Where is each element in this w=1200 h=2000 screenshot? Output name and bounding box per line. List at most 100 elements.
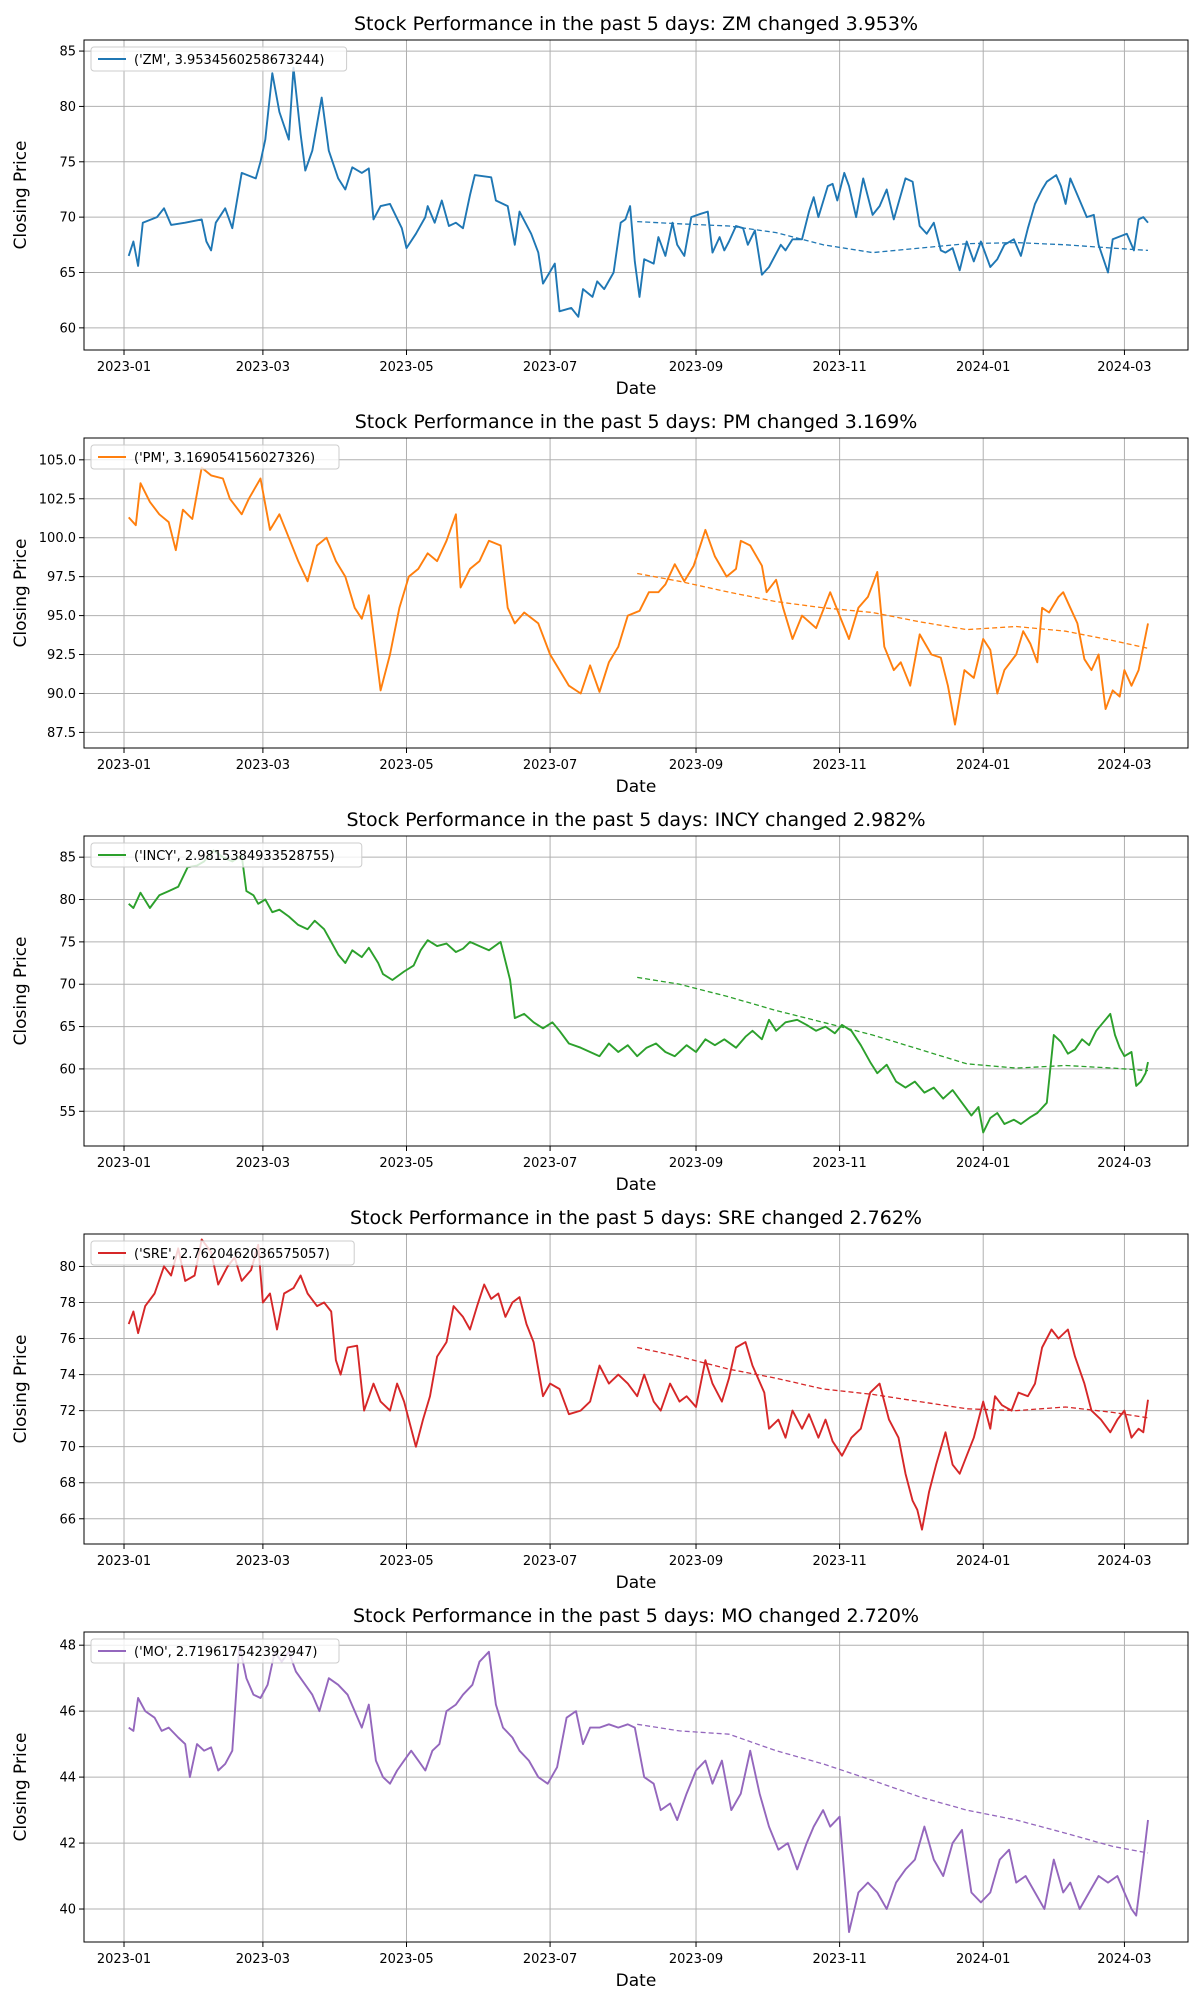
x-tick-label: 2024-03	[1097, 1952, 1151, 1967]
x-tick-label: 2023-07	[523, 1156, 577, 1171]
x-tick-label: 2023-05	[379, 360, 433, 375]
x-tick-label: 2023-09	[669, 1156, 723, 1171]
trend-line	[637, 572, 1149, 649]
y-tick-label: 40	[59, 1903, 76, 1918]
x-tick-label: 2023-09	[669, 1554, 723, 1569]
legend-label: ('ZM', 3.9534560258673244)	[134, 53, 324, 68]
trend-line	[637, 1346, 1149, 1419]
y-tick-label: 42	[59, 1837, 76, 1852]
y-tick-label: 90.0	[47, 687, 76, 702]
chart-panel-3: 2023-01 2023-03 2023-05 2023-07 2023-09 2023-…	[11, 809, 1189, 1195]
price-line	[128, 849, 1149, 1134]
x-axis-label: Date	[616, 379, 657, 399]
x-tick-label: 2024-01	[956, 1952, 1010, 1967]
y-tick-label: 105.0	[39, 453, 76, 468]
legend: ('PM', 3.169054156027326)	[90, 444, 340, 470]
x-axis-label: Date	[616, 1573, 657, 1593]
y-tick-label: 95.0	[47, 609, 76, 624]
y-axis-label: Closing Price	[11, 1334, 31, 1443]
trend-line	[637, 976, 1149, 1072]
legend-box	[90, 444, 340, 470]
x-tick-label: 2023-05	[379, 758, 433, 773]
x-tick-label: 2023-01	[97, 1952, 151, 1967]
price-line	[127, 466, 1149, 726]
y-tick-label: 100.0	[39, 531, 76, 546]
price-line	[128, 1644, 1149, 1934]
plot-frame	[83, 39, 1189, 351]
y-tick-label: 72	[59, 1404, 76, 1419]
price-line	[127, 1238, 1149, 1531]
y-axis-label: Closing Price	[11, 538, 31, 647]
y-tick-label: 48	[59, 1639, 76, 1654]
legend-box	[90, 842, 363, 868]
x-tick-label: 2023-05	[379, 1554, 433, 1569]
x-tick-label: 2023-03	[236, 1952, 290, 1967]
plot-frame	[83, 1631, 1189, 1943]
y-tick-label: 66	[59, 1512, 76, 1527]
x-tick-label: 2023-03	[236, 1156, 290, 1171]
x-tick-label: 2023-09	[669, 758, 723, 773]
legend-label: ('SRE', 2.7620462036575057)	[134, 1247, 330, 1262]
legend-box	[90, 1638, 340, 1664]
x-tick-label: 2023-03	[236, 758, 290, 773]
legend-label: ('INCY', 2.9815384933528755)	[134, 849, 335, 864]
y-tick-label: 70	[59, 211, 76, 226]
x-tick-label: 2024-03	[1097, 1554, 1151, 1569]
y-tick-label: 65	[59, 266, 76, 281]
y-tick-label: 78	[59, 1296, 76, 1311]
x-tick-label: 2023-05	[379, 1156, 433, 1171]
x-tick-label: 2023-03	[236, 360, 290, 375]
x-tick-label: 2023-11	[812, 1952, 866, 1967]
y-tick-label: 97.5	[47, 570, 76, 585]
y-tick-label: 80	[59, 893, 76, 908]
x-tick-label: 2024-01	[956, 1554, 1010, 1569]
x-axis-label: Date	[616, 1175, 657, 1195]
x-tick-label: 2023-11	[812, 1554, 866, 1569]
y-tick-label: 55	[59, 1105, 76, 1120]
chart-title: Stock Performance in the past 5 days: SR…	[350, 1207, 922, 1229]
trend-line	[637, 1723, 1149, 1854]
y-tick-label: 74	[59, 1368, 76, 1383]
x-axis-label: Date	[616, 777, 657, 797]
x-tick-label: 2024-03	[1097, 758, 1151, 773]
x-tick-label: 2024-03	[1097, 360, 1151, 375]
x-tick-label: 2023-01	[97, 1156, 151, 1171]
y-tick-label: 70	[59, 978, 76, 993]
chart-title: Stock Performance in the past 5 days: IN…	[346, 809, 925, 831]
x-tick-label: 2024-03	[1097, 1156, 1151, 1171]
x-tick-label: 2023-11	[812, 360, 866, 375]
x-tick-label: 2024-01	[956, 758, 1010, 773]
y-axis-label: Closing Price	[11, 140, 31, 249]
legend: ('MO', 2.719617542392947)	[90, 1638, 340, 1664]
y-tick-label: 85	[59, 45, 76, 60]
x-tick-label: 2023-09	[669, 1952, 723, 1967]
y-tick-label: 75	[59, 935, 76, 950]
x-tick-label: 2023-11	[812, 1156, 866, 1171]
y-tick-label: 68	[59, 1476, 76, 1491]
y-tick-label: 60	[59, 1062, 76, 1077]
plot-frame	[83, 1233, 1189, 1545]
y-tick-label: 92.5	[47, 648, 76, 663]
price-line	[127, 66, 1149, 318]
y-tick-label: 85	[59, 851, 76, 866]
y-axis-label: Closing Price	[11, 936, 31, 1045]
x-tick-label: 2024-01	[956, 360, 1010, 375]
y-tick-label: 60	[59, 321, 76, 336]
x-tick-label: 2023-09	[669, 360, 723, 375]
x-tick-label: 2023-07	[523, 1554, 577, 1569]
x-axis-label: Date	[616, 1971, 657, 1991]
x-tick-label: 2023-07	[523, 758, 577, 773]
x-tick-label: 2023-01	[97, 758, 151, 773]
x-tick-label: 2024-01	[956, 1156, 1010, 1171]
x-tick-label: 2023-07	[523, 1952, 577, 1967]
x-tick-label: 2023-07	[523, 360, 577, 375]
y-tick-label: 65	[59, 1020, 76, 1035]
trend-line	[637, 220, 1149, 254]
x-tick-label: 2023-11	[812, 758, 866, 773]
chart-panel-1: 2023-01 2023-03 2023-05 2023-07 2023-09 2023-…	[11, 13, 1189, 399]
y-tick-label: 70	[59, 1440, 76, 1455]
x-tick-label: 2023-01	[97, 360, 151, 375]
chart-title: Stock Performance in the past 5 days: PM…	[355, 411, 918, 433]
y-tick-label: 102.5	[39, 492, 76, 507]
legend-box	[90, 1240, 355, 1266]
